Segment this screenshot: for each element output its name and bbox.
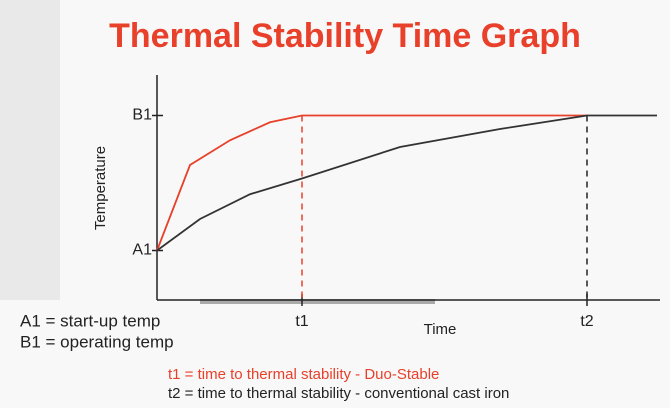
- x-tick-label: t1: [295, 313, 308, 330]
- note: t1 = time to thermal stability - Duo-Sta…: [168, 366, 439, 383]
- x-tick-label: t2: [580, 313, 593, 330]
- x-axis-label: Time: [424, 321, 457, 338]
- y-tick-label: B1: [132, 107, 152, 124]
- y-axis-label: Temperature: [92, 146, 109, 230]
- note: B1 = operating temp: [20, 332, 174, 351]
- y-tick-label: A1: [132, 242, 152, 259]
- note: t2 = time to thermal stability - convent…: [168, 385, 509, 402]
- background-blur: [0, 0, 60, 300]
- chart: Thermal Stability Time Graph Temperature…: [0, 0, 670, 408]
- chart-title: Thermal Stability Time Graph: [109, 17, 581, 55]
- page: Thermal Stability Time Graph Temperature…: [0, 0, 670, 408]
- note: A1 = start-up temp: [20, 311, 160, 330]
